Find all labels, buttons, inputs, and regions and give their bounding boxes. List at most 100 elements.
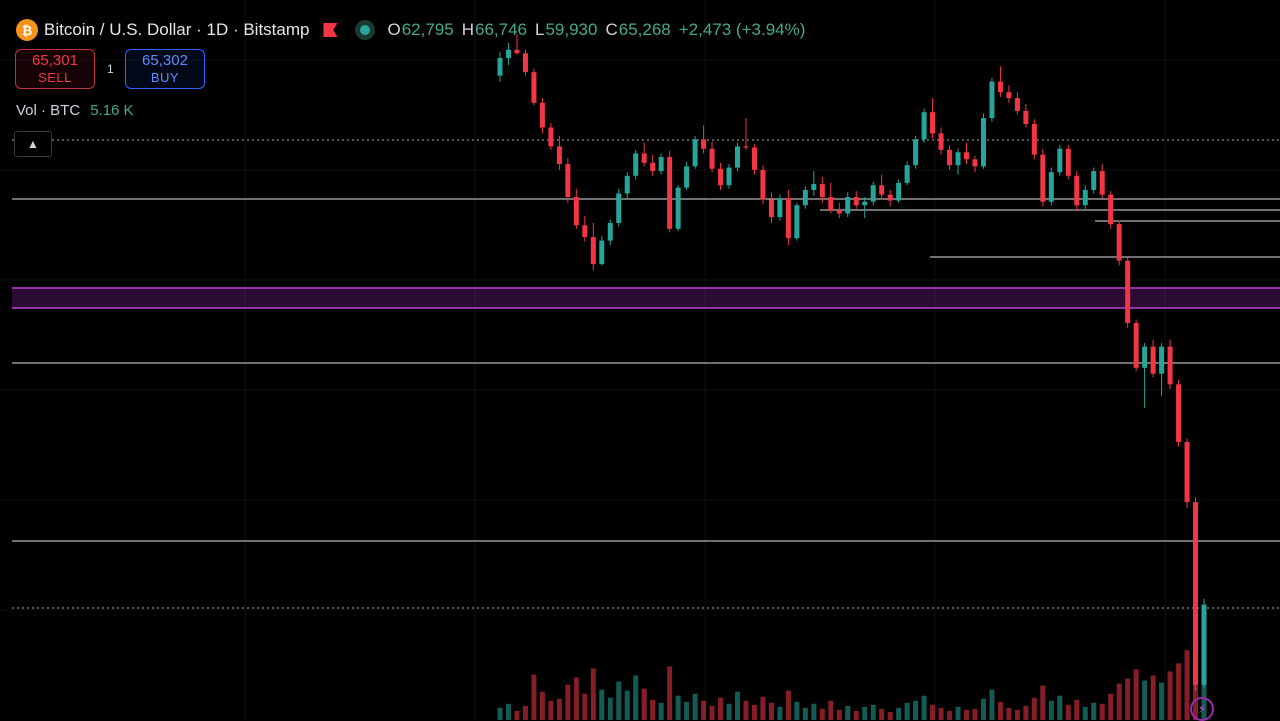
candle [1082, 185, 1088, 209]
volume-bar [1142, 680, 1148, 720]
candle-body [845, 197, 851, 214]
change-value: +2,473 (+3.94%) [678, 20, 806, 39]
volume-value: 5.16 K [90, 102, 134, 119]
candle [751, 144, 757, 175]
candle [913, 135, 919, 169]
candle-body [1099, 171, 1105, 195]
candle [930, 98, 936, 139]
volume-bar [828, 700, 834, 720]
candle-body [853, 197, 859, 206]
close-value: 65,268 [618, 20, 671, 39]
volume-bar [1091, 702, 1097, 720]
candle-body [836, 209, 842, 214]
candle [531, 68, 537, 106]
volume-bar [1014, 709, 1020, 720]
candle [616, 188, 622, 227]
market-open-dot-icon [355, 20, 376, 40]
volume-bar [743, 700, 749, 720]
candle-body [989, 81, 995, 119]
symbol-legend: ₿ Bitcoin / U.S. Dollar · 1D · Bitstamp … [16, 17, 813, 43]
candle-body [590, 237, 596, 265]
candle-body [1116, 224, 1122, 261]
chevron-up-icon[interactable]: ▲ [14, 131, 52, 157]
candle [1167, 339, 1173, 390]
volume-bar [1125, 678, 1131, 720]
candle [811, 171, 817, 196]
spread-value: 1 [107, 62, 114, 76]
candle-body [1074, 175, 1080, 206]
close-label: C [605, 20, 618, 39]
buy-button[interactable]: 65,302 BUY [125, 49, 205, 89]
volume-bar [811, 703, 817, 720]
candle-body [1167, 346, 1173, 385]
candle [887, 189, 893, 207]
candle [845, 192, 851, 218]
volume-bar [514, 710, 520, 720]
volume-legend[interactable]: Vol · BTC 5.16 K [16, 102, 134, 119]
volume-bar [896, 707, 902, 720]
volume-bar [938, 707, 944, 720]
candle [548, 122, 554, 150]
candle-body [497, 58, 503, 76]
high-value: 66,746 [474, 20, 527, 39]
candle [624, 172, 630, 199]
volume-bar [1176, 663, 1182, 720]
volume-bar [1074, 699, 1080, 720]
candle [853, 191, 859, 209]
volume-bar [760, 696, 766, 720]
candle-body [921, 112, 927, 140]
volume-bar [955, 706, 961, 720]
candle [794, 202, 800, 241]
sell-price: 65,301 [32, 52, 78, 69]
candle [989, 78, 995, 122]
candle [1133, 319, 1139, 372]
candle-body [972, 159, 978, 167]
candle [1040, 148, 1046, 207]
candles [497, 34, 1207, 691]
candle-body [692, 139, 698, 167]
lightning-icon[interactable]: ⚡ [1190, 697, 1214, 721]
candle [1091, 167, 1097, 194]
volume-bar [565, 684, 571, 720]
volume-bar [1201, 667, 1207, 720]
candle-body [1091, 171, 1097, 190]
candle [862, 197, 868, 219]
candle [522, 49, 528, 76]
candle-body [768, 199, 774, 218]
candle-body [997, 81, 1003, 93]
candle-body [1184, 442, 1190, 503]
volume-bar [1184, 650, 1190, 720]
candle [785, 189, 791, 246]
candle-body [1125, 260, 1131, 324]
volume-bar [947, 710, 953, 720]
volume-bar [1108, 693, 1114, 720]
volume-bar [1099, 703, 1105, 720]
volume-bar [701, 700, 707, 720]
candle [590, 222, 596, 271]
bitcoin-logo-icon: ₿ [16, 19, 38, 41]
candle-body [1193, 502, 1199, 685]
volume-bar [658, 702, 664, 720]
symbol-title[interactable]: Bitcoin / U.S. Dollar · 1D · Bitstamp [44, 20, 310, 39]
candle-body [955, 152, 961, 166]
candle-body [980, 118, 986, 167]
candle-body [794, 205, 800, 239]
candle [802, 186, 808, 209]
sell-button[interactable]: 65,301 SELL [15, 49, 95, 89]
candle [760, 165, 766, 205]
candle [1193, 497, 1199, 691]
candle [896, 179, 902, 203]
candle [497, 52, 503, 82]
volume-bar [1167, 671, 1173, 720]
volume-bars [497, 635, 1207, 720]
candle-body [938, 133, 944, 150]
buy-price: 65,302 [142, 52, 188, 69]
candle-body [743, 146, 749, 148]
candle-body [870, 185, 876, 202]
flag-icon[interactable] [323, 23, 338, 37]
candle-body [658, 156, 664, 172]
volume-bar [582, 693, 588, 720]
candle [819, 176, 825, 203]
volume-bar [1150, 675, 1156, 720]
